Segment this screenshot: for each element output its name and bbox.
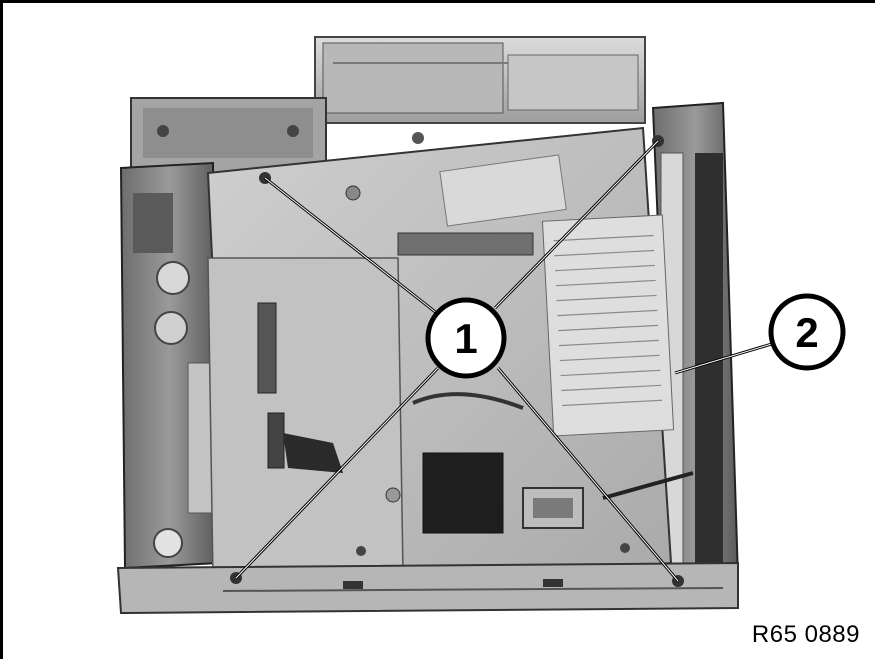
figure-reference-code: R65 0889	[745, 619, 866, 650]
right-side-panel	[651, 101, 740, 585]
callout-2: 2	[768, 293, 846, 371]
callout-2-number: 2	[795, 309, 818, 356]
left-bracket	[130, 97, 327, 174]
front-rail	[116, 561, 739, 615]
top-bracket	[314, 36, 646, 124]
radio-unit-illustration: 1 2	[3, 3, 875, 662]
left-side-panel	[119, 161, 220, 570]
callout-1-number: 1	[454, 315, 477, 362]
callout-1: 1	[425, 297, 507, 379]
